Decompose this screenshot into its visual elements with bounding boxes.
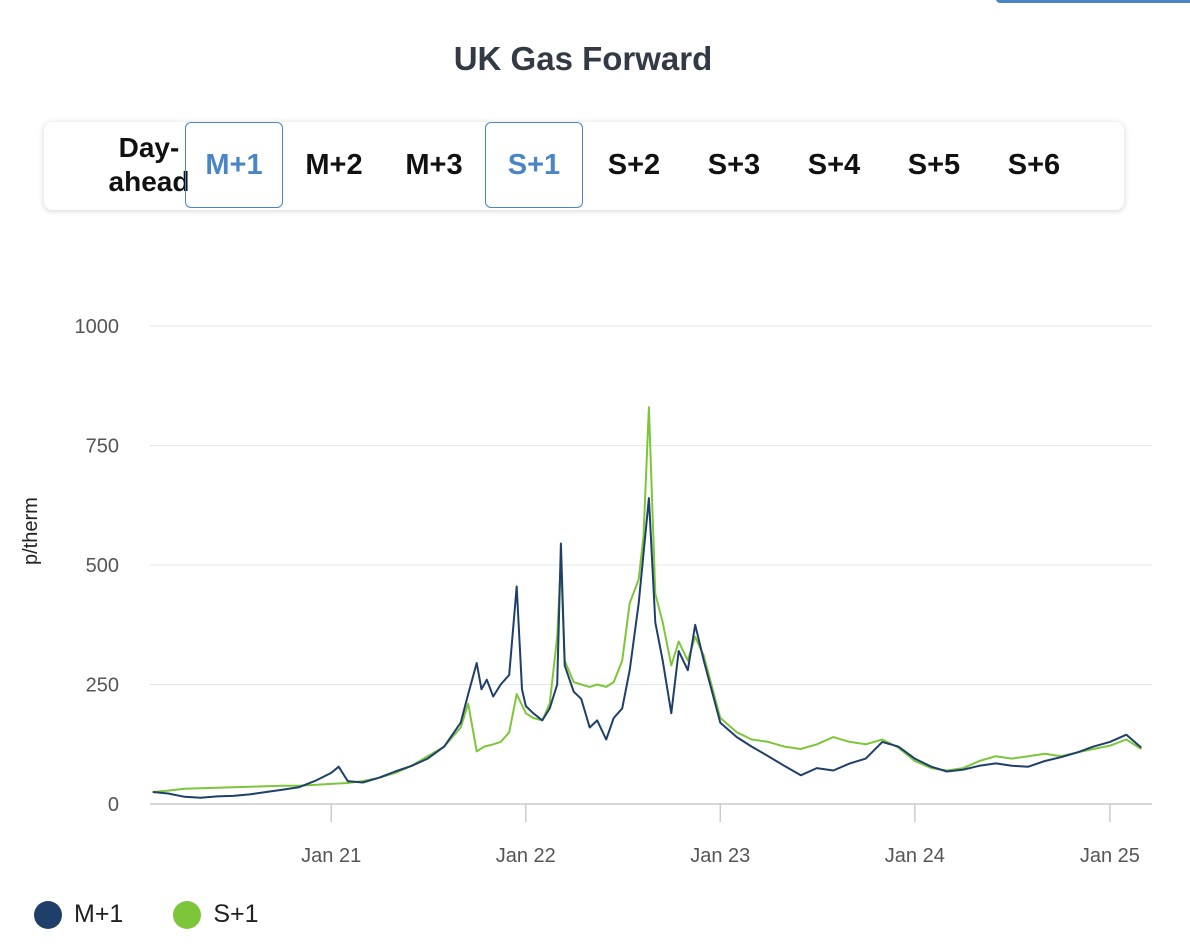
x-tick-label: Jan 23 — [690, 845, 750, 867]
series-line-s1 — [152, 406, 1142, 793]
y-tick-label: 250 — [86, 675, 119, 697]
legend-swatch-s1 — [173, 900, 202, 929]
tab-s6[interactable]: S+6 — [1007, 148, 1061, 181]
legend-label-s1: S+1 — [213, 900, 259, 928]
chart-legend: M+1 S+1 — [34, 900, 259, 929]
tab-m2[interactable]: M+2 — [305, 148, 363, 181]
legend-swatch-m1 — [34, 900, 62, 929]
x-tick-label: Jan 25 — [1080, 845, 1140, 867]
series-line-m1 — [152, 497, 1142, 799]
legend-label-m1: M+1 — [74, 900, 124, 928]
tab-s4[interactable]: S+4 — [807, 148, 861, 181]
tab-s3[interactable]: S+3 — [707, 148, 761, 181]
top-accent-bar — [996, 0, 1190, 3]
tab-m3[interactable]: M+3 — [405, 148, 463, 181]
line-chart: 0 250 500 750 1000 Jan 21 Jan 22 Jan 23 Jan 24 Ja… — [75, 316, 1152, 867]
y-tick-label: 750 — [86, 436, 119, 458]
x-tick-label: Jan 22 — [496, 845, 556, 867]
y-tick-label: 0 — [108, 794, 119, 816]
x-tick-label: Jan 24 — [885, 845, 945, 867]
y-tick-label: 1000 — [75, 316, 120, 338]
tab-m1[interactable]: M+1 — [185, 122, 283, 208]
tab-day-ahead[interactable]: Day-ahead — [108, 132, 190, 197]
tab-s2[interactable]: S+2 — [607, 148, 661, 181]
tab-s5[interactable]: S+5 — [907, 148, 961, 181]
chart-title: UK Gas Forward — [453, 40, 713, 77]
legend-item-s1[interactable]: S+1 — [173, 900, 259, 929]
contract-tab-bar: Day-ahead M+1 M+2 M+3 S+1 S+2 S+3 S+4 S+… — [44, 122, 1124, 210]
legend-item-m1[interactable]: M+1 — [34, 900, 123, 929]
tab-s1[interactable]: S+1 — [485, 122, 583, 208]
y-tick-label: 500 — [86, 555, 119, 577]
x-tick-label: Jan 21 — [301, 845, 361, 867]
